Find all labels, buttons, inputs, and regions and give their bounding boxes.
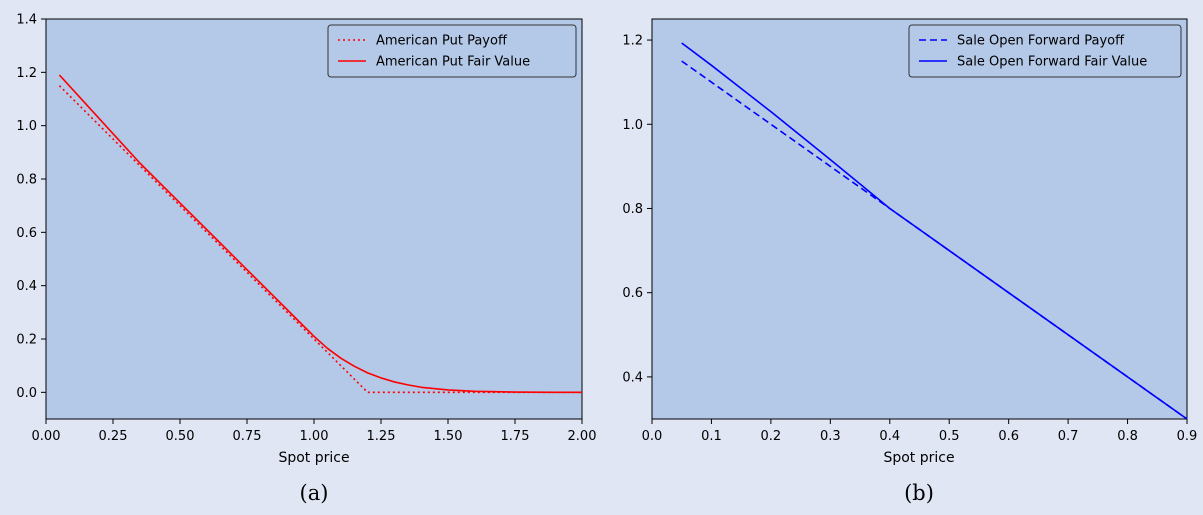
legend-label: American Put Payoff [376,34,508,49]
x-tick-label: 1.75 [501,429,530,444]
y-tick-label: 1.0 [16,119,37,134]
y-tick-label: 0.4 [622,370,643,385]
caption-a: (a) [300,481,329,505]
series-group-a [58,74,582,394]
legend-a: American Put Payoff American Put Fair Val… [327,24,577,78]
series-line-sale-open-forward-fair-value [681,42,1188,420]
x-axis-label-a: Spot price [278,450,349,466]
x-ticks-b: 0.0 0.1 0.2 0.3 0.4 0.5 0.6 0.7 0.8 0.9 [642,419,1198,444]
x-tick-label: 0.25 [99,429,128,444]
x-tick-label: 0.75 [233,429,262,444]
y-tick-label: 0.8 [16,173,37,188]
x-tick-label: 0.6 [998,429,1019,444]
x-tick-label: 0.3 [820,429,841,444]
y-ticks-b: 0.4 0.6 0.8 1.0 1.2 [622,34,652,385]
x-tick-label: 0.2 [761,429,782,444]
legend-b: Sale Open Forward Payoff Sale Open Forwar… [908,24,1182,78]
y-tick-label: 0.4 [16,279,37,294]
x-tick-label: 0.7 [1058,429,1079,444]
x-tick-label: 2.00 [568,429,597,444]
x-tick-label: 0.1 [701,429,722,444]
y-tick-label: 1.2 [622,34,643,49]
plot-area-a [45,18,583,420]
y-tick-label: 0.8 [622,202,643,217]
x-tick-label: 1.50 [434,429,463,444]
panel-a: 0.00 0.25 0.50 0.75 1.00 1.25 1.50 1.75 2.00 0.0… [16,13,596,506]
legend-label: Sale Open Forward Payoff [957,34,1125,49]
x-ticks-a: 0.00 0.25 0.50 0.75 1.00 1.25 1.50 1.75 2.00 [32,419,597,444]
x-tick-label: 0.50 [166,429,195,444]
legend-label: Sale Open Forward Fair Value [957,55,1147,70]
series-group-b [681,42,1188,420]
y-tick-label: 1.4 [16,13,37,28]
x-tick-label: 1.25 [367,429,396,444]
x-tick-label: 0.00 [32,429,61,444]
plot-area-b [651,18,1188,420]
y-tick-label: 0.6 [16,226,37,241]
y-tick-label: 0.0 [16,386,37,401]
legend-box [327,24,577,78]
legend-box [908,24,1182,78]
y-tick-label: 1.2 [16,66,37,81]
x-axis-label-b: Spot price [883,450,954,466]
x-tick-label: 0.5 [939,429,960,444]
x-tick-label: 0.8 [1117,429,1138,444]
y-tick-label: 0.2 [16,333,37,348]
x-tick-label: 0.9 [1177,429,1198,444]
x-tick-label: 1.00 [300,429,329,444]
caption-b: (b) [904,481,934,505]
legend-label: American Put Fair Value [376,55,530,70]
panel-b: 0.0 0.1 0.2 0.3 0.4 0.5 0.6 0.7 0.8 0.9 0.4 0.6 0.8… [622,18,1198,505]
x-tick-label: 0.4 [879,429,900,444]
y-ticks-a: 0.0 0.2 0.4 0.6 0.8 1.0 1.2 1.4 [16,13,46,401]
series-line-american-put-fair-value [58,74,582,394]
y-tick-label: 0.6 [622,286,643,301]
y-tick-label: 1.0 [622,118,643,133]
x-tick-label: 0.0 [642,429,663,444]
